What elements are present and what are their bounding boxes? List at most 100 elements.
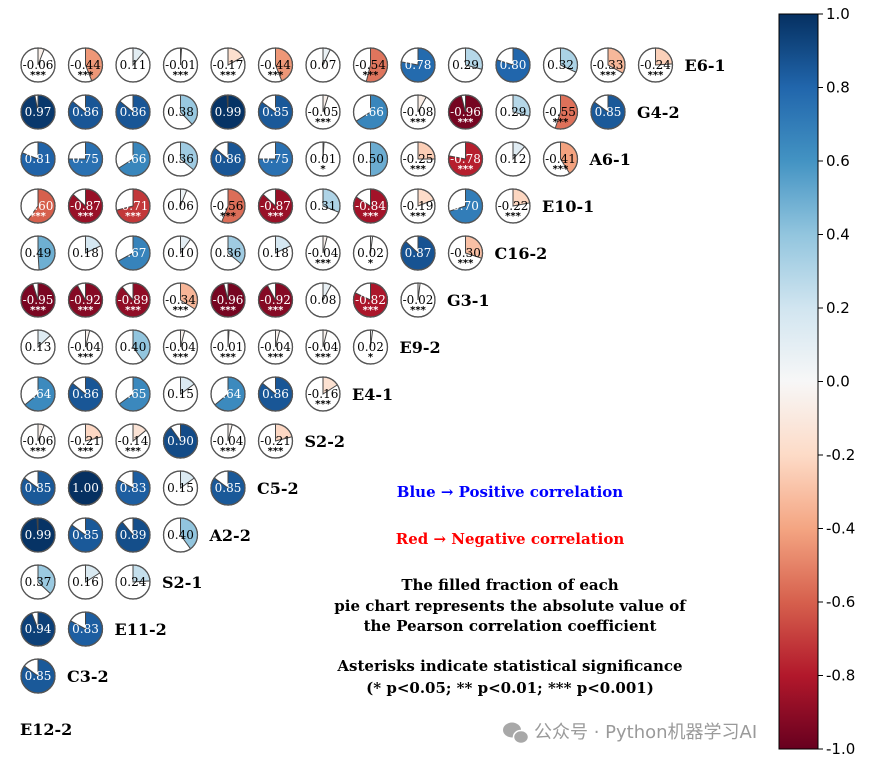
variable-label: E11-2 bbox=[115, 620, 167, 639]
correlation-value: -0.87 bbox=[70, 199, 101, 213]
pie-cell: 0.13 bbox=[20, 329, 56, 365]
pie-cell: -0.06*** bbox=[20, 47, 56, 83]
pie-cell: 0.08 bbox=[305, 282, 341, 318]
correlation-value: 0.94 bbox=[25, 622, 52, 636]
significance-stars: *** bbox=[30, 305, 46, 316]
pie-cell: 1.00 bbox=[67, 470, 104, 506]
correlation-value: -0.06 bbox=[23, 58, 54, 72]
pie-cell: -0.14*** bbox=[115, 423, 151, 459]
correlation-value: 0.15 bbox=[167, 481, 194, 495]
pie-cell: 0.38 bbox=[162, 94, 199, 130]
variable-label: A2-2 bbox=[209, 526, 251, 545]
correlation-value: 0.31 bbox=[310, 199, 337, 213]
correlation-value: -0.04 bbox=[70, 340, 101, 354]
significance-stars: *** bbox=[30, 446, 46, 457]
pie-cell: -0.24*** bbox=[637, 47, 674, 83]
correlation-value: -0.25 bbox=[403, 152, 434, 166]
correlation-value: -0.34 bbox=[165, 293, 196, 307]
significance-stars: *** bbox=[410, 164, 426, 175]
significance-stars: *** bbox=[458, 258, 474, 269]
correlation-value: 0.06 bbox=[167, 199, 194, 213]
correlation-value: -0.89 bbox=[118, 293, 149, 307]
variable-label: E4-1 bbox=[352, 385, 393, 404]
pie-cell: -0.06*** bbox=[20, 423, 56, 459]
annotation-text: Blue → Positive correlation bbox=[397, 483, 624, 501]
pie-cell: 0.40 bbox=[115, 329, 151, 365]
correlation-value: 0.64 bbox=[25, 387, 52, 401]
colorbar-tick-label: 0.6 bbox=[826, 152, 850, 170]
correlation-value: 0.85 bbox=[595, 105, 622, 119]
pie-cell: 0.85 bbox=[20, 658, 56, 694]
correlation-value: 0.75 bbox=[262, 152, 289, 166]
correlation-value: -0.95 bbox=[23, 293, 54, 307]
pie-cell: 0.75 bbox=[67, 141, 104, 177]
significance-stars: *** bbox=[220, 70, 236, 81]
pie-cell: 0.36 bbox=[162, 141, 199, 177]
variable-label: G3-1 bbox=[447, 291, 490, 310]
pie-cell: 0.66 bbox=[115, 141, 151, 177]
pie-cell: 0.86 bbox=[67, 94, 104, 130]
pie-cell: 0.86 bbox=[115, 94, 151, 130]
correlation-value: 0.36 bbox=[167, 152, 194, 166]
pie-cell: -0.19*** bbox=[400, 188, 436, 224]
correlation-value: 0.08 bbox=[310, 293, 337, 307]
correlation-value: -0.04 bbox=[308, 246, 339, 260]
pie-grid: -0.06***-0.44***0.11 -0.01***-0.17***-0.4… bbox=[20, 47, 674, 694]
correlation-value: 0.65 bbox=[120, 387, 147, 401]
pie-cell: 0.65 bbox=[115, 376, 151, 412]
correlation-value: -0.21 bbox=[260, 434, 291, 448]
pie-cell: -0.04*** bbox=[305, 235, 341, 271]
correlation-value: -0.78 bbox=[450, 152, 481, 166]
pie-cell: -0.87*** bbox=[257, 188, 294, 224]
correlation-value: 0.18 bbox=[262, 246, 289, 260]
pie-cell: -0.82*** bbox=[352, 282, 389, 318]
pie-cell: -0.87*** bbox=[67, 188, 104, 224]
correlation-value: -0.41 bbox=[545, 152, 576, 166]
correlation-value: 0.87 bbox=[405, 246, 432, 260]
pie-cell: 0.85 bbox=[20, 470, 56, 506]
pie-cell: -0.55*** bbox=[542, 94, 579, 130]
pie-cell: -0.04*** bbox=[162, 329, 199, 365]
variable-label: E6-1 bbox=[685, 56, 726, 75]
annotation-text: the Pearson correlation coefficient bbox=[364, 617, 657, 635]
significance-stars: *** bbox=[173, 352, 189, 363]
pie-cell: -0.08*** bbox=[400, 94, 436, 130]
correlation-value: 0.99 bbox=[25, 528, 52, 542]
correlation-value: 0.86 bbox=[262, 387, 289, 401]
pie-cell: -0.16*** bbox=[305, 376, 341, 412]
correlation-value: 0.66 bbox=[120, 152, 147, 166]
pie-cell: 0.16 bbox=[67, 564, 104, 600]
significance-stars: *** bbox=[78, 70, 94, 81]
pie-cell: -0.44*** bbox=[257, 47, 294, 83]
significance-stars: *** bbox=[315, 258, 331, 269]
pie-cell: -0.96*** bbox=[210, 282, 246, 318]
correlation-value: 0.64 bbox=[215, 387, 242, 401]
correlation-value: 0.89 bbox=[120, 528, 147, 542]
pie-cell: -0.22*** bbox=[495, 188, 531, 224]
pie-cell: 0.86 bbox=[67, 376, 104, 412]
colorbar: 1.0 0.8 0.6 0.4 0.2 0.0 -0.2 -0.4 -0.6 -0.8 -1.0 bbox=[778, 5, 855, 758]
pie-cell: 0.66 bbox=[352, 94, 389, 130]
correlation-value: 0.83 bbox=[120, 481, 147, 495]
pie-cell: -0.54*** bbox=[352, 47, 389, 83]
significance-stars: * bbox=[368, 352, 374, 363]
correlation-value: 0.86 bbox=[72, 387, 99, 401]
pie-cell: 0.50 bbox=[352, 141, 389, 177]
significance-stars: *** bbox=[220, 352, 236, 363]
significance-stars: *** bbox=[315, 352, 331, 363]
pie-cell: 0.12 bbox=[495, 141, 531, 177]
correlation-value: 0.85 bbox=[72, 528, 99, 542]
significance-stars: *** bbox=[268, 305, 284, 316]
pie-cell: -0.92*** bbox=[67, 282, 104, 318]
annotation-text: Asterisks indicate statistical significa… bbox=[336, 657, 682, 675]
pie-cell: 0.85 bbox=[210, 470, 246, 506]
pie-cell: -0.01*** bbox=[210, 329, 246, 365]
pie-cell: 0.97 bbox=[20, 94, 56, 130]
pie-cell: 0.78 bbox=[400, 47, 436, 83]
correlation-value: -0.60 bbox=[23, 199, 54, 213]
pie-cell: -0.04*** bbox=[210, 423, 246, 459]
pie-cell: -0.41*** bbox=[542, 141, 579, 177]
significance-stars: *** bbox=[78, 352, 94, 363]
pie-cell: -0.21*** bbox=[257, 423, 294, 459]
